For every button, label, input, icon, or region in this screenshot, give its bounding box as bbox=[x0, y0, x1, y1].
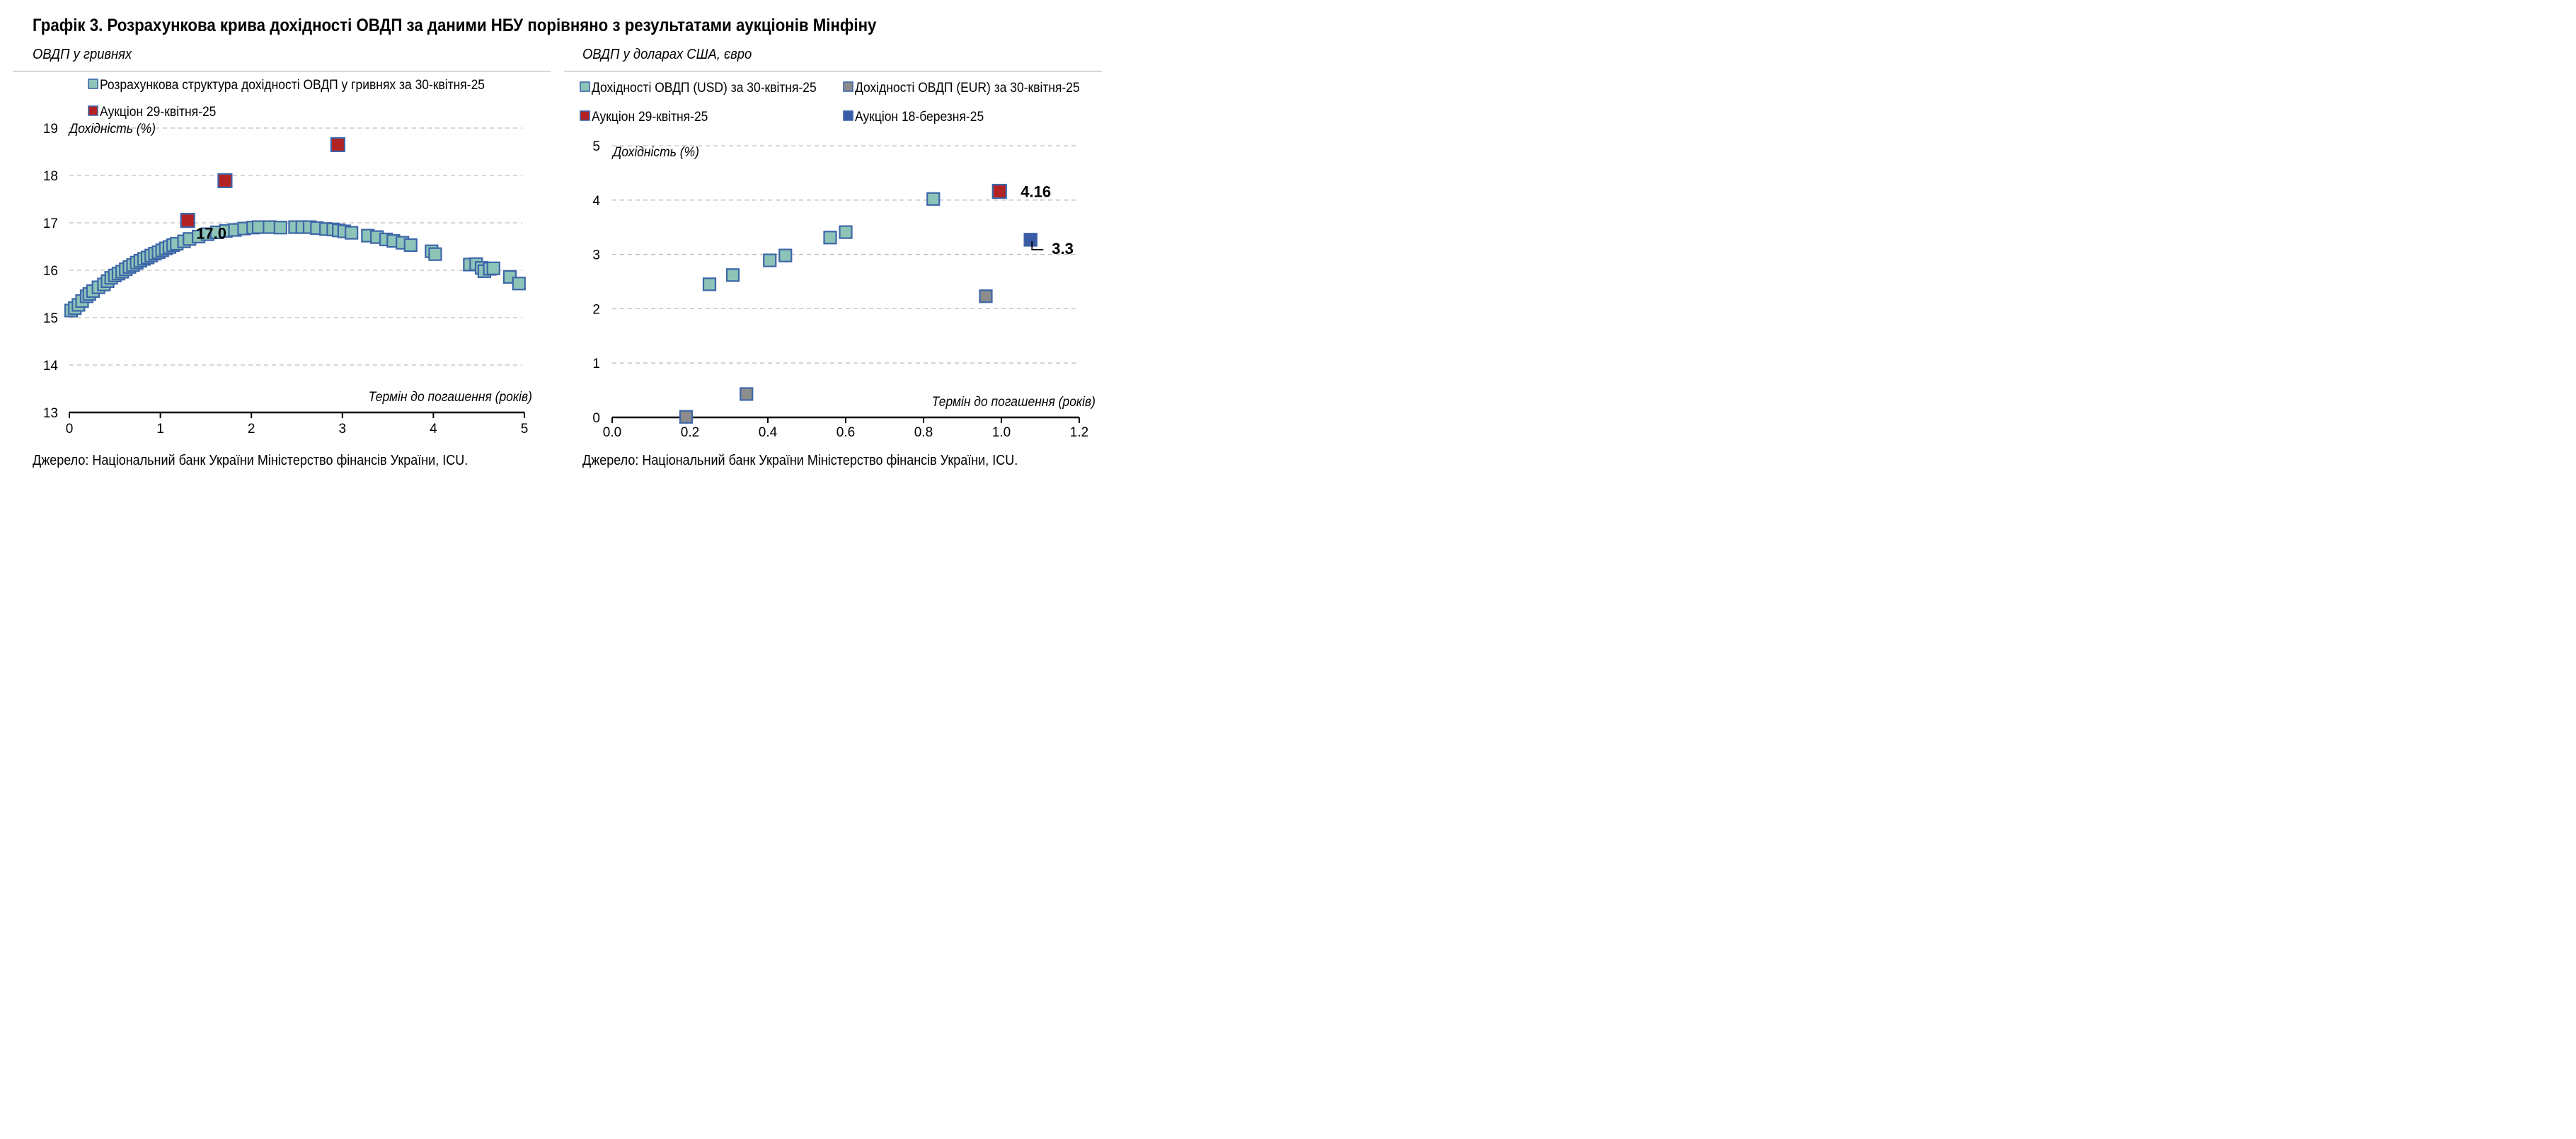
right-x-tick-label: 1.0 bbox=[992, 425, 1011, 440]
right-legend-swatch-auction_blue bbox=[843, 110, 853, 121]
left-y-tick-label: 18 bbox=[43, 169, 58, 184]
right-data-label: 3.3 bbox=[1052, 240, 1074, 258]
left-y-tick-label: 16 bbox=[43, 264, 58, 279]
right-y-tick-label: 2 bbox=[592, 302, 600, 317]
left-data-label: 17.0 bbox=[196, 225, 226, 243]
right-series-auction_red bbox=[991, 183, 1007, 200]
right-point-auction_blue bbox=[1023, 233, 1037, 247]
left-legend-label: Аукціон 29-квітня-25 bbox=[100, 103, 216, 119]
right-point-eur bbox=[679, 410, 694, 424]
right-point-usd bbox=[823, 231, 837, 245]
right-point-usd bbox=[725, 268, 740, 282]
left-legend-label: Розрахункова структура дохідності ОВДП у… bbox=[100, 76, 485, 92]
left-x-tick-label: 2 bbox=[248, 422, 255, 436]
right-y-tick-label: 4 bbox=[592, 194, 600, 209]
left-point-curve bbox=[486, 261, 500, 275]
right-y-axis-label: Дохідність (%) bbox=[611, 144, 699, 159]
right-panel-source: Джерело: Національний банк України Мініс… bbox=[582, 453, 1018, 468]
left-point-curve bbox=[273, 221, 287, 235]
left-series-auction_red bbox=[180, 137, 345, 229]
left-point-curve bbox=[512, 277, 526, 291]
left-point-auction_red bbox=[217, 173, 233, 188]
right-point-usd bbox=[926, 192, 941, 206]
left-point-auction_red bbox=[180, 213, 195, 229]
left-series-curve bbox=[64, 220, 526, 318]
right-series-usd bbox=[702, 192, 941, 291]
right-legend-label: Аукціон 29-квітня-25 bbox=[592, 108, 708, 124]
figure-page: Графік 3. Розрахункова крива дохідності … bbox=[0, 0, 1110, 484]
left-x-tick-label: 5 bbox=[521, 422, 529, 436]
right-x-tick-label: 1.2 bbox=[1070, 425, 1088, 440]
right-point-eur bbox=[979, 289, 993, 303]
right-chart: 0 1 2 3 4 5 0.0 0.2 0.4 0.6 0.8 1.0 1.2 Дохідність (%… bbox=[580, 79, 1096, 440]
right-x-tick-label: 0.4 bbox=[759, 425, 778, 440]
left-panel-source: Джерело: Національний банк України Мініс… bbox=[33, 453, 468, 468]
left-legend-swatch-curve bbox=[88, 79, 98, 89]
left-point-curve bbox=[403, 238, 418, 253]
left-x-tick-label: 3 bbox=[339, 422, 347, 436]
left-y-tick-label: 17 bbox=[43, 216, 58, 231]
right-legend-swatch-usd bbox=[580, 81, 590, 92]
left-y-tick-label: 19 bbox=[43, 122, 58, 137]
right-legend-swatch-auction_red bbox=[580, 110, 590, 121]
right-legend-label: Аукціон 18-березня-25 bbox=[855, 108, 984, 124]
right-y-tick-label: 5 bbox=[592, 139, 600, 154]
right-panel-subtitle: ОВДП у доларах США, євро bbox=[582, 47, 752, 62]
right-legend-label: Дохідності ОВДП (EUR) за 30-квітня-25 bbox=[855, 79, 1080, 95]
left-point-curve bbox=[345, 226, 359, 240]
left-point-auction_red bbox=[330, 137, 345, 153]
right-point-usd bbox=[778, 248, 793, 262]
right-y-tick-label: 1 bbox=[592, 357, 600, 371]
left-y-tick-label: 13 bbox=[43, 406, 58, 421]
right-legend-swatch-eur bbox=[843, 81, 853, 92]
right-data-label: 4.16 bbox=[1020, 183, 1051, 201]
right-y-tick-label: 3 bbox=[592, 248, 600, 263]
right-series-eur bbox=[679, 289, 993, 424]
right-x-axis-label: Термін до погашення (років) bbox=[932, 393, 1096, 409]
left-y-axis-label: Дохідність (%) bbox=[68, 120, 156, 136]
right-point-auction_red bbox=[991, 183, 1007, 200]
left-x-axis-label: Термін до погашення (років) bbox=[369, 388, 532, 404]
right-point-usd bbox=[839, 225, 853, 239]
right-point-eur bbox=[740, 387, 754, 401]
left-x-tick-label: 4 bbox=[430, 422, 437, 436]
right-x-tick-label: 0.2 bbox=[681, 425, 699, 440]
left-legend-swatch-auction_red bbox=[88, 105, 98, 116]
left-y-tick-label: 14 bbox=[43, 359, 59, 374]
left-x-tick-label: 0 bbox=[66, 422, 74, 436]
left-chart: 13 14 15 16 17 18 19 0 1 2 3 4 5 Дохідність (%) Термін… bbox=[43, 76, 532, 436]
right-series-auction_blue bbox=[1023, 233, 1037, 247]
right-annotation-leader bbox=[1031, 241, 1044, 250]
figure-title: Графік 3. Розрахункова крива дохідності … bbox=[33, 16, 877, 35]
left-y-tick-label: 15 bbox=[43, 311, 58, 326]
right-legend-label: Дохідності ОВДП (USD) за 30-квітня-25 bbox=[592, 79, 817, 95]
right-point-usd bbox=[763, 253, 777, 267]
left-panel-subtitle: ОВДП у гривнях bbox=[33, 47, 132, 62]
right-point-usd bbox=[702, 277, 717, 291]
left-point-curve bbox=[428, 247, 442, 261]
right-x-tick-label: 0.6 bbox=[836, 425, 855, 440]
right-y-tick-label: 0 bbox=[592, 411, 600, 426]
right-x-tick-label: 0.0 bbox=[603, 425, 621, 440]
left-x-tick-label: 1 bbox=[156, 422, 164, 436]
right-x-tick-label: 0.8 bbox=[914, 425, 933, 440]
